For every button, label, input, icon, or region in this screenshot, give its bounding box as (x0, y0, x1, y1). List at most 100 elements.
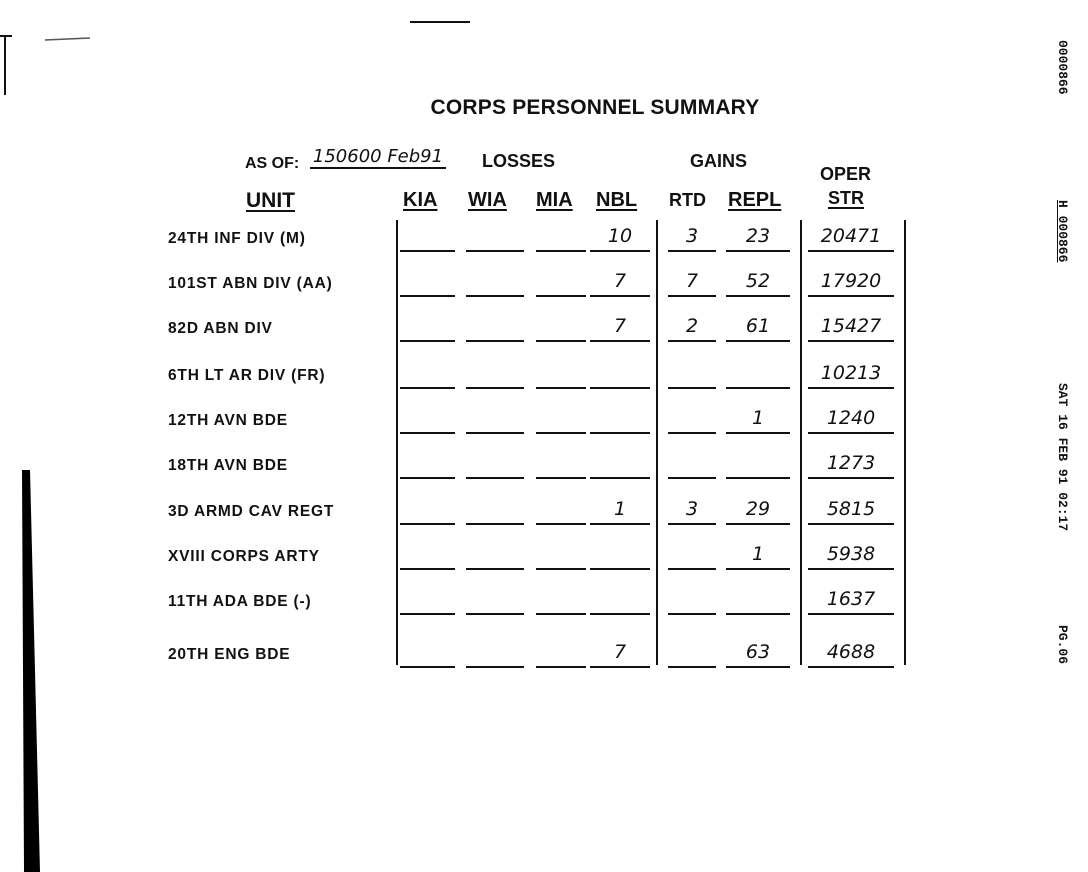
cell-oper-str: 15427 (820, 315, 882, 337)
losses-header: LOSSES (482, 151, 556, 171)
blank-line-repl (726, 568, 790, 570)
unit-name: 18TH AVN BDE (168, 457, 288, 474)
blank-line-kia (400, 387, 455, 389)
blank-line-rtd (668, 568, 716, 570)
blank-line-nbl (590, 613, 650, 615)
blank-line-oper_str (808, 340, 894, 342)
blank-line-mia (536, 613, 586, 615)
column-nbl: NBL (596, 189, 638, 211)
cell-oper-str: 5815 (826, 498, 876, 520)
blank-line-wia (466, 432, 524, 434)
unit-name: 12TH AVN BDE (168, 412, 288, 429)
unit-name: 11TH ADA BDE (-) (168, 593, 312, 610)
blank-line-oper_str (808, 477, 894, 479)
cell-rtd: 7 (685, 270, 699, 292)
unit-name: 82D ABN DIV (168, 320, 273, 337)
cell-rtd: 3 (685, 498, 699, 520)
blank-line-rtd (668, 432, 716, 434)
unit-name: XVIII CORPS ARTY (168, 548, 320, 565)
blank-line-repl (726, 250, 790, 252)
cell-oper-str: 5938 (826, 543, 876, 565)
as-of-value: 150600 Feb91 (310, 146, 446, 169)
unit-name: 101ST ABN DIV (AA) (168, 275, 333, 292)
table-right-border (904, 220, 906, 665)
oper-header: OPER (820, 164, 872, 184)
cell-repl: 1 (751, 543, 765, 565)
blank-line-mia (536, 340, 586, 342)
blank-line-repl (726, 295, 790, 297)
column-rtd: RTD (669, 190, 706, 210)
blank-line-rtd (668, 295, 716, 297)
blank-line-rtd (668, 666, 716, 668)
blank-line-rtd (668, 523, 716, 525)
blank-line-rtd (668, 250, 716, 252)
unit-name: 20TH ENG BDE (168, 646, 291, 663)
blank-line-mia (536, 523, 586, 525)
unit-name: 3D ARMD CAV REGT (168, 503, 335, 520)
blank-line-wia (466, 613, 524, 615)
cell-repl: 23 (745, 225, 771, 247)
cell-repl: 63 (745, 641, 771, 663)
column-wia: WIA (468, 189, 507, 211)
blank-line-nbl (590, 523, 650, 525)
blank-line-wia (466, 523, 524, 525)
blank-line-rtd (668, 477, 716, 479)
blank-line-wia (466, 666, 524, 668)
cell-nbl: 7 (613, 315, 627, 337)
losses-gains-divider (656, 220, 658, 665)
timestamp: SAT 16 FEB 91 02:17 (1055, 383, 1070, 532)
cell-oper-str: 20471 (820, 225, 882, 247)
column-kia: KIA (403, 189, 438, 211)
blank-line-mia (536, 666, 586, 668)
as-of-label: AS OF: (245, 155, 300, 172)
cell-repl: 52 (745, 270, 771, 292)
blank-line-oper_str (808, 613, 894, 615)
blank-line-wia (466, 387, 524, 389)
blank-line-wia (466, 295, 524, 297)
page-number: PG.06 (1055, 625, 1070, 665)
blank-line-oper_str (808, 666, 894, 668)
blank-line-mia (536, 250, 586, 252)
cell-oper-str: 1240 (826, 407, 876, 429)
column-unit: UNIT (246, 189, 295, 212)
blank-line-repl (726, 387, 790, 389)
blank-line-oper_str (808, 295, 894, 297)
cell-repl: 1 (751, 407, 765, 429)
blank-line-wia (466, 340, 524, 342)
blank-line-rtd (668, 387, 716, 389)
blank-line-rtd (668, 340, 716, 342)
blank-line-oper_str (808, 432, 894, 434)
blank-line-kia (400, 295, 455, 297)
blank-line-kia (400, 666, 455, 668)
cell-nbl: 1 (613, 498, 627, 520)
cell-oper-str: 17920 (820, 270, 882, 292)
gains-header: GAINS (690, 151, 748, 171)
cell-nbl: 10 (607, 225, 633, 247)
blank-line-kia (400, 250, 455, 252)
cell-nbl: 7 (613, 641, 627, 663)
blank-line-nbl (590, 295, 650, 297)
cell-oper-str: 10213 (820, 362, 882, 384)
blank-line-repl (726, 613, 790, 615)
blank-line-mia (536, 432, 586, 434)
cell-rtd: 2 (685, 315, 699, 337)
blank-line-kia (400, 523, 455, 525)
blank-line-mia (536, 387, 586, 389)
column-str: STR (828, 188, 864, 208)
blank-line-oper_str (808, 387, 894, 389)
blank-line-kia (400, 477, 455, 479)
blank-line-repl (726, 666, 790, 668)
blank-line-oper_str (808, 250, 894, 252)
blank-line-kia (400, 568, 455, 570)
blank-line-nbl (590, 568, 650, 570)
doc-number: 0000866 (1055, 40, 1070, 95)
blank-line-rtd (668, 613, 716, 615)
column-repl: REPL (728, 189, 782, 211)
blank-line-nbl (590, 340, 650, 342)
blank-line-oper_str (808, 568, 894, 570)
unit-name: 6TH LT AR DIV (FR) (168, 367, 326, 384)
blank-line-wia (466, 568, 524, 570)
blank-line-nbl (590, 432, 650, 434)
blank-line-mia (536, 568, 586, 570)
cell-oper-str: 1273 (826, 452, 876, 474)
